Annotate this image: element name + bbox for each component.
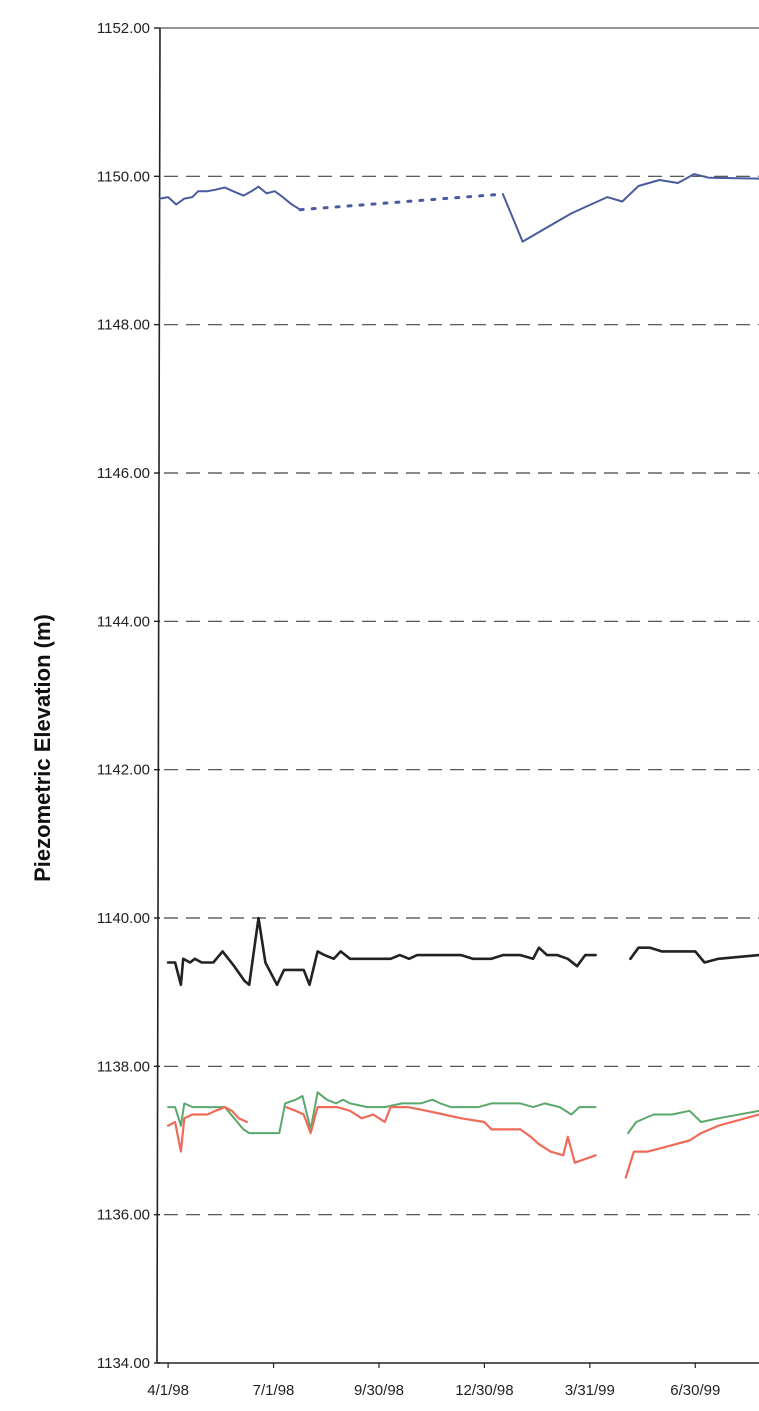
y-tick-label: 1140.00 <box>97 910 150 927</box>
series-2 <box>166 916 759 987</box>
x-tick-label: 9/30/98 <box>354 1382 404 1399</box>
series-line <box>167 1105 248 1153</box>
y-tick-labels: 1134.00 1136.00 1138.00 1140.00 1142.00 1144.… <box>97 20 150 1372</box>
y-axis-title: Piezometric Elevation (m) <box>30 614 55 882</box>
y-tick-label: 1136.00 <box>97 1207 150 1224</box>
y-tick-label: 1142.00 <box>97 762 150 779</box>
y-tick-label: 1152.00 <box>97 20 150 37</box>
x-tick-label: 3/31/99 <box>565 1382 615 1399</box>
series-line <box>159 185 302 211</box>
y-tick-label: 1144.00 <box>97 613 150 630</box>
series-line <box>166 916 597 987</box>
x-tick-label: 6/30/99 <box>670 1382 720 1399</box>
y-axis-line <box>156 27 161 1364</box>
y-tick-label: 1150.00 <box>97 168 150 185</box>
series-4 <box>167 1105 759 1179</box>
series-dotted-gap <box>298 192 505 212</box>
x-tick-label: 12/30/98 <box>455 1382 513 1399</box>
x-tick-labels: 4/1/98 7/1/98 9/30/98 12/30/98 3/31/99 6/30/9… <box>147 1382 720 1399</box>
x-tick-label: 7/1/98 <box>253 1382 295 1399</box>
series-line <box>624 1113 759 1179</box>
series-line <box>501 173 759 243</box>
series-line <box>627 1109 759 1135</box>
data-series <box>159 173 759 1179</box>
axes <box>154 27 759 1368</box>
y-tick-label: 1138.00 <box>97 1058 150 1075</box>
series-3 <box>167 1091 759 1135</box>
y-tick-label: 1134.00 <box>97 1355 150 1372</box>
series-line <box>285 1105 597 1164</box>
gridlines <box>164 175 759 1216</box>
x-tick-label: 4/1/98 <box>147 1382 189 1399</box>
series-line <box>629 946 759 964</box>
y-tick-label: 1148.00 <box>97 317 150 334</box>
series-1 <box>159 173 759 243</box>
y-tick-label: 1146.00 <box>97 465 150 482</box>
